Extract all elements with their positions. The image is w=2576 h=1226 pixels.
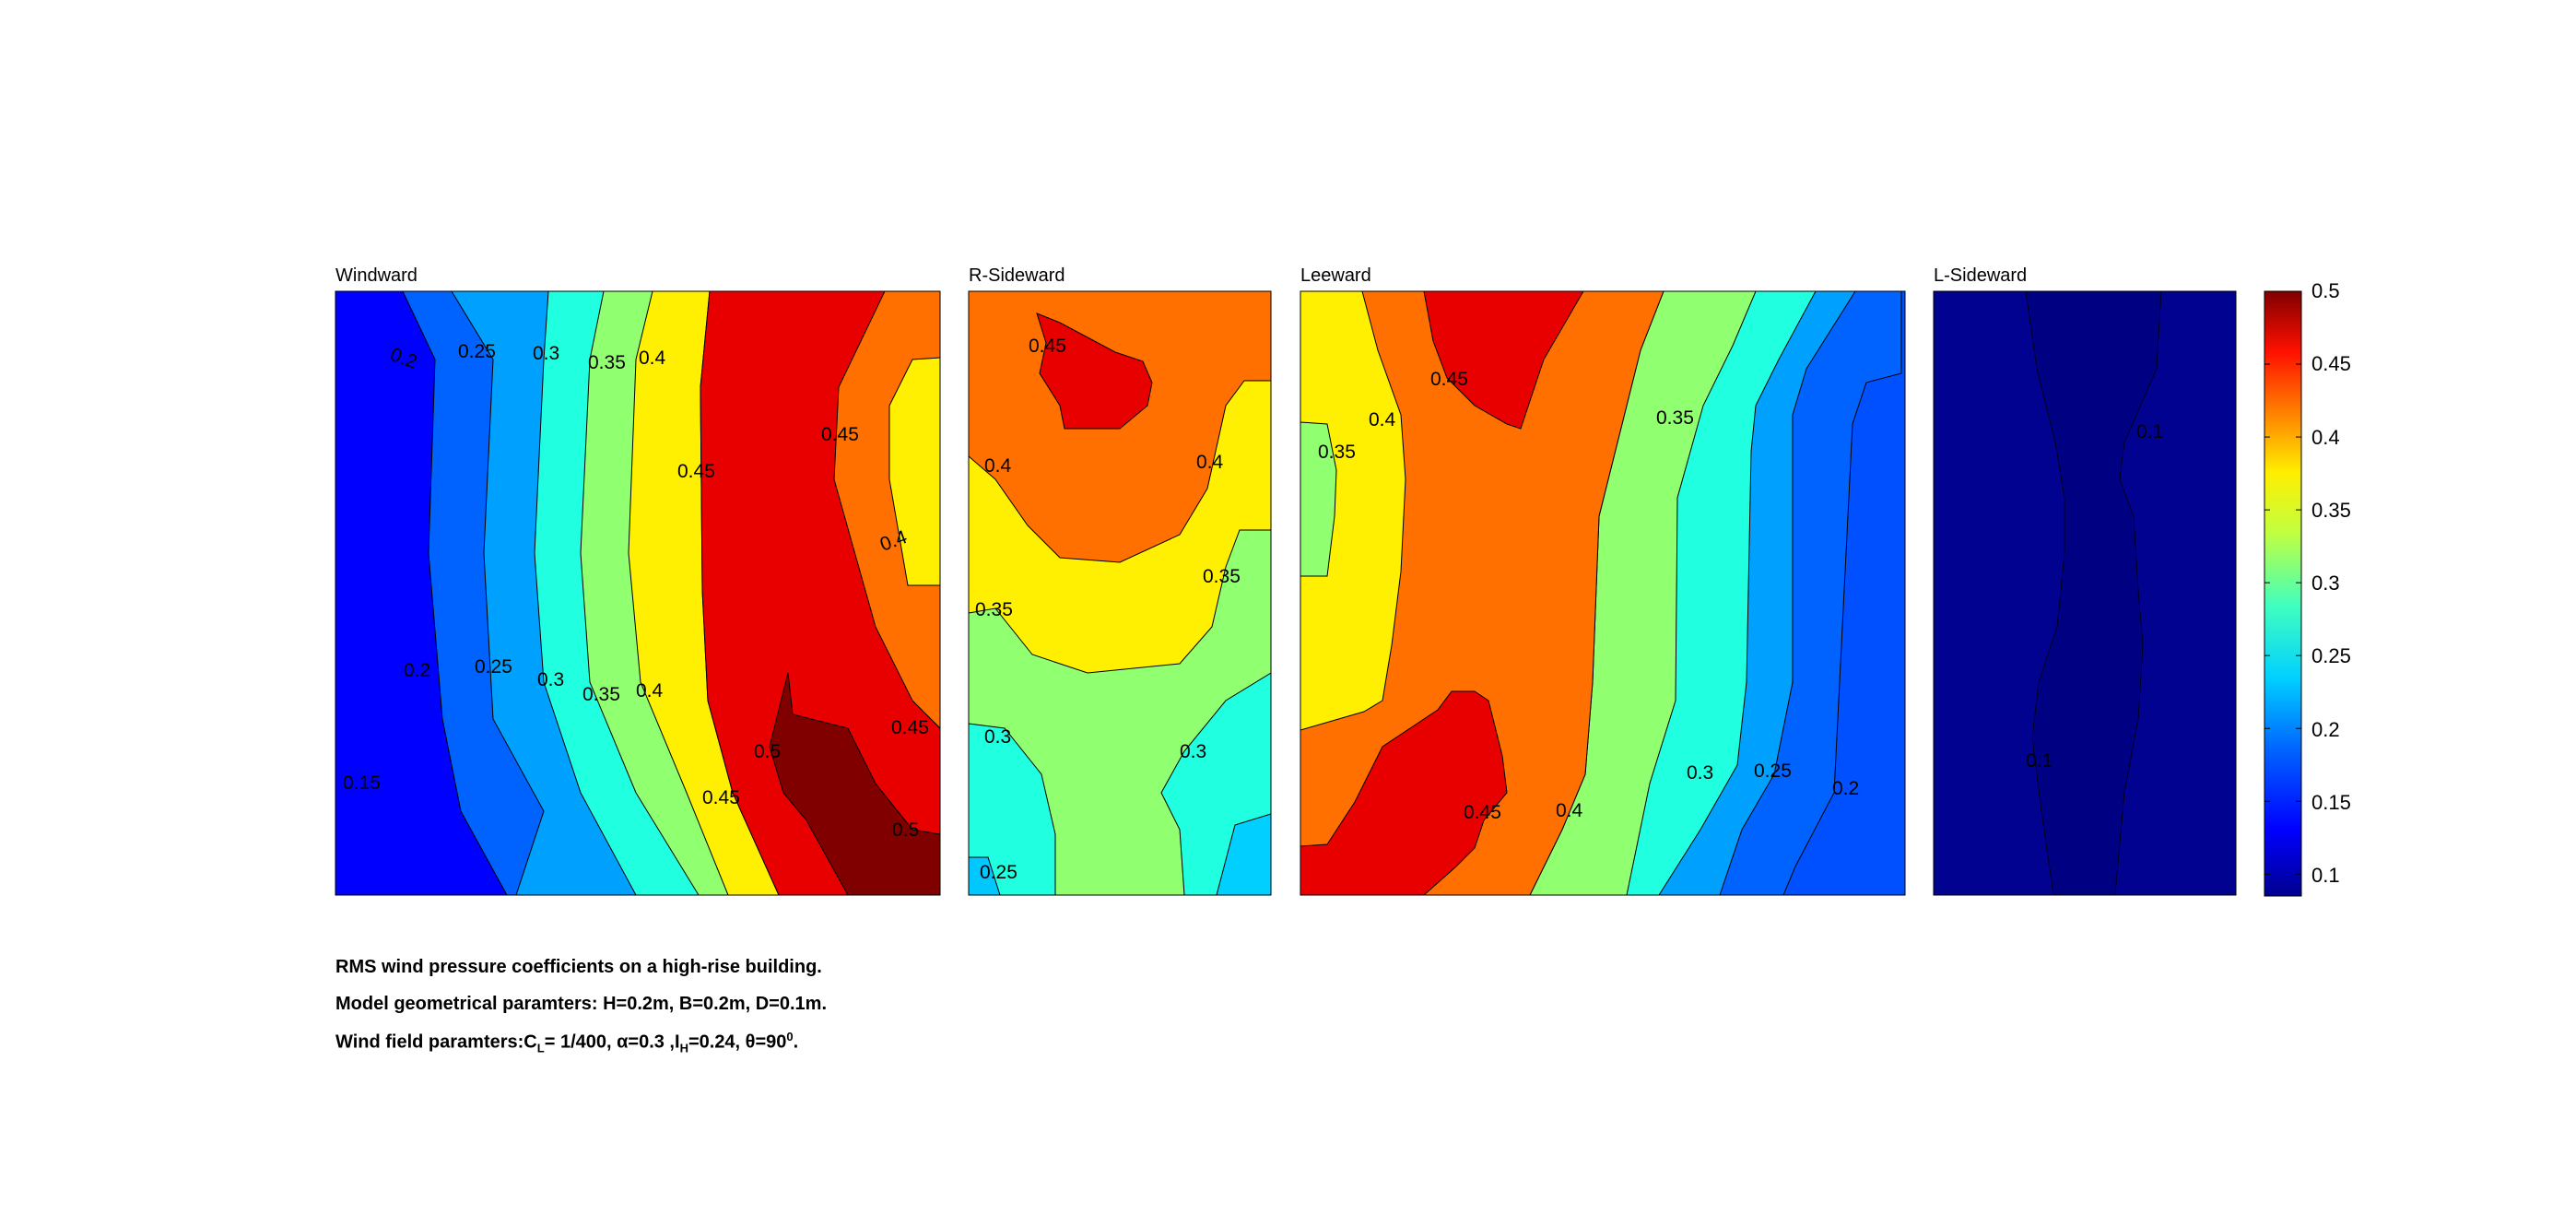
windward-band-050 (700, 291, 940, 895)
windward-frame (335, 290, 941, 896)
contour-label: 0.5 (754, 741, 781, 762)
contour-label: 0.1 (2136, 421, 2163, 442)
windward-band-055 (769, 672, 940, 895)
leeward-title: Leeward (1300, 265, 1371, 286)
contour-label: 0.45 (702, 787, 740, 808)
colorbar-tick-label: 0.1 (2311, 864, 2340, 887)
caption-line-3-c: =0.24, θ=90 (688, 1031, 787, 1053)
contour-label: 0.25 (475, 656, 512, 678)
r-sideward-band-025-right (1216, 813, 1271, 895)
caption-line-3-a: Wind field paramters:C (335, 1031, 537, 1053)
contour-label: 0.25 (458, 341, 496, 362)
colorbar-tick-label: 0.3 (2311, 572, 2340, 595)
caption-line-3-d: . (793, 1031, 799, 1053)
contour-label: 0.3 (984, 726, 1011, 748)
r-sideward-band-030-left (969, 723, 1056, 895)
windward-band-040-right (888, 357, 940, 586)
contour-label: 0.45 (677, 461, 715, 482)
contour-label: 0.45 (1464, 802, 1501, 823)
contour-label: 0.5 (892, 819, 919, 841)
contour-label: 0.45 (891, 717, 929, 738)
contour-label: 0.1 (2026, 750, 2053, 772)
leeward-band-035-left (1300, 421, 1337, 577)
contour-label: 0.4 (1556, 800, 1583, 821)
r-sideward-title: R-Sideward (969, 265, 1065, 286)
colorbar (2264, 290, 2302, 897)
contour-label: 0.25 (980, 862, 1017, 883)
colorbar-tick-label: 0.25 (2311, 644, 2351, 667)
contour-label: 0.3 (533, 343, 559, 364)
contour-label: 0.3 (537, 669, 564, 690)
leeward-band-050-bottom (1300, 690, 1508, 895)
contour-label: 0.4 (984, 455, 1012, 477)
r-sideward-panel (969, 291, 1271, 895)
contour-label: 0.4 (639, 348, 666, 369)
contour-label: 0.45 (821, 424, 859, 445)
windward-panel (335, 291, 940, 895)
caption-line-3-sub2: H (679, 1041, 688, 1055)
contour-label: 0.35 (588, 352, 626, 373)
contour-label: 0.35 (582, 684, 620, 705)
caption-line-3-b: = 1/400, α=0.3 ,I (544, 1031, 680, 1053)
colorbar-gradient (2264, 290, 2302, 897)
caption-line-2: Model geometrical paramters: H=0.2m, B=0… (335, 994, 827, 1014)
l-sideward-center (2025, 291, 2162, 895)
leeward-panel (1300, 291, 1905, 895)
contour-label: 0.35 (1318, 442, 1356, 463)
colorbar-tick-label: 0.4 (2311, 426, 2340, 449)
contour-label: 0.4 (1196, 452, 1224, 473)
caption-line-1: RMS wind pressure coefficients on a high… (335, 957, 822, 977)
contour-label: 0.2 (404, 660, 430, 681)
contour-label: 0.45 (1430, 369, 1468, 390)
r-sideward-band-025-left (969, 856, 1001, 895)
r-sideward-band-050 (1036, 312, 1153, 430)
l-sideward-panel (1934, 291, 2236, 895)
colorbar-tick-label: 0.45 (2311, 352, 2351, 375)
contour-label: 0.4 (1369, 409, 1396, 430)
contour-label: 0.2 (1832, 778, 1859, 799)
contour-label: 0.35 (1203, 566, 1241, 587)
contour-label: 0.35 (975, 599, 1013, 620)
colorbar-tick-label: 0.2 (2311, 718, 2340, 741)
colorbar-tick-label: 0.15 (2311, 791, 2351, 814)
colorbar-tick-label: 0.35 (2311, 499, 2351, 522)
contour-label: 0.3 (1687, 762, 1713, 784)
caption-line-3-sub1: L (536, 1041, 545, 1055)
contour-label: 0.45 (1029, 336, 1066, 357)
colorbar-tick-label: 0.5 (2311, 279, 2340, 302)
caption-line-3-sup: 0 (786, 1030, 794, 1043)
l-sideward-title: L-Sideward (1934, 265, 2028, 286)
caption-line-3: Wind field paramters:CL= 1/400, α=0.3 ,I… (335, 1030, 798, 1055)
leeward-band-050-top (1423, 291, 1584, 430)
colorbar-ticks (2264, 290, 2301, 875)
contour-label: 0.25 (1754, 760, 1792, 782)
contour-label: 0.4 (636, 680, 664, 701)
r-sideward-frame (968, 290, 1272, 896)
contour-label: 0.15 (343, 772, 381, 794)
windward-title: Windward (335, 265, 418, 286)
contour-label: 0.35 (1656, 407, 1694, 429)
l-sideward-frame (1933, 290, 2237, 896)
contour-label: 0.3 (1180, 741, 1206, 762)
leeward-frame (1300, 290, 1906, 896)
